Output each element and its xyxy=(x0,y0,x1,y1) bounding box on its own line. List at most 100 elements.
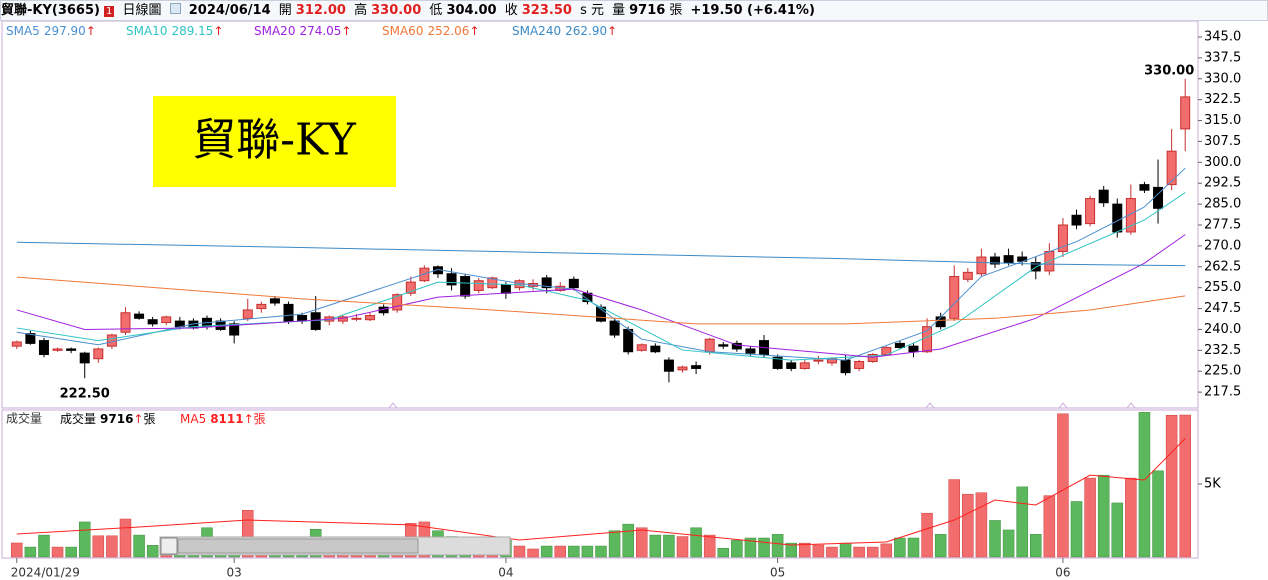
volume-bar xyxy=(975,492,988,558)
y-tick-label: 232.5 xyxy=(1204,343,1241,358)
volume-bar xyxy=(65,546,77,558)
y-tick-label: 345.0 xyxy=(1204,29,1241,44)
header: 貿聯-KY(3665) 1 日線圖 2024/06/14 開 312.00 高 330… xyxy=(0,0,1268,21)
scroll-icon[interactable] xyxy=(160,537,178,555)
date: 2024/06/14 xyxy=(188,3,271,18)
volume-bar xyxy=(554,545,566,558)
low-label: 低 xyxy=(429,3,443,18)
volume-bar xyxy=(894,537,906,558)
legend-name: SMA10 xyxy=(126,24,167,38)
legend-trend: ↑ xyxy=(86,24,96,38)
ma-line xyxy=(16,167,1186,361)
volume-bar xyxy=(962,493,974,558)
legend-trend: ↑ xyxy=(341,24,351,38)
candle-body xyxy=(813,359,824,362)
volume-bar xyxy=(785,542,797,558)
volume-bar xyxy=(1152,470,1164,558)
volume-bar xyxy=(989,520,1001,558)
y-tick-label: 315.0 xyxy=(1204,113,1241,128)
x-tick-label: 05 xyxy=(770,566,785,580)
volume-bar xyxy=(119,518,132,558)
legend-name: 成交量 xyxy=(60,411,96,426)
candle-body xyxy=(405,281,416,294)
stock-name: 貿聯-KY(3665) xyxy=(1,3,100,18)
candle-body xyxy=(1071,214,1082,226)
chart-title: 貿聯-KY xyxy=(192,115,357,166)
checkbox[interactable] xyxy=(169,3,181,14)
volume-bar xyxy=(527,548,539,558)
legend-value: 274.05 xyxy=(299,24,341,38)
legend-entry: SMA5 297.90↑ xyxy=(6,24,96,38)
unit: s 元 xyxy=(580,3,604,18)
volume-bar xyxy=(663,534,675,558)
ma-line xyxy=(16,276,1186,325)
candle-body xyxy=(147,319,158,325)
badge: 1 xyxy=(103,6,115,17)
volume-bar xyxy=(540,545,553,558)
legend-value: 9716 xyxy=(100,412,133,426)
y-tick-label: 247.5 xyxy=(1204,301,1241,316)
legend-name: MA5 xyxy=(180,412,206,426)
legend-value: 289.15 xyxy=(171,24,213,38)
volume-bar xyxy=(92,535,105,558)
volume-bar xyxy=(24,546,37,558)
legend-name: SMA240 xyxy=(512,24,561,38)
legend-entry: SMA20 274.05↑ xyxy=(254,24,352,38)
candle-body xyxy=(269,298,280,304)
high-label: 高 xyxy=(354,3,368,18)
candle-body xyxy=(500,284,511,294)
y-tick-label: 307.5 xyxy=(1204,134,1241,149)
candle-body xyxy=(1003,255,1014,264)
y-tick-label: 240.0 xyxy=(1204,322,1241,337)
x-tick-label: 2024/01/29 xyxy=(11,566,80,580)
volume-title: 成交量 xyxy=(6,411,42,426)
volume-bar xyxy=(934,534,947,558)
candle-body xyxy=(609,320,620,336)
candle-body xyxy=(636,344,647,351)
close: 323.50 xyxy=(521,3,572,18)
candle-body xyxy=(1125,198,1136,233)
marker xyxy=(925,402,935,409)
candle-body xyxy=(718,344,729,347)
open-label: 開 xyxy=(278,3,292,18)
annotation: 222.50 xyxy=(60,387,110,402)
legend-entry: SMA240 262.90↑ xyxy=(512,24,617,38)
candle-body xyxy=(229,323,240,336)
volume-bar xyxy=(513,545,526,558)
candle-body xyxy=(1139,184,1150,191)
candle-body xyxy=(134,313,145,319)
volume-bar xyxy=(106,535,118,558)
candle-body xyxy=(990,256,1000,265)
volume-bar xyxy=(1111,502,1124,558)
candle-body xyxy=(392,294,403,311)
annotation: 330.00 xyxy=(1144,63,1194,78)
volume-bar xyxy=(568,545,580,558)
volume-bar xyxy=(771,534,784,558)
scroll-thumb[interactable] xyxy=(177,538,419,554)
scrollbar[interactable] xyxy=(159,536,511,556)
candle-body xyxy=(1085,198,1096,225)
y-tick-label: 322.5 xyxy=(1204,92,1241,107)
candle-body xyxy=(446,273,457,286)
legend-value: 8111 xyxy=(210,412,243,426)
candle-body xyxy=(38,340,49,356)
candle-body xyxy=(867,354,878,362)
volume-bar xyxy=(826,546,838,558)
candle-body xyxy=(25,333,36,344)
candle-body xyxy=(487,277,498,289)
volume-bar xyxy=(1057,413,1069,558)
volume-bar xyxy=(608,530,621,558)
legend-trend: ↑ xyxy=(244,412,254,426)
legend-name: SMA60 xyxy=(382,24,423,38)
candle-body xyxy=(161,316,172,323)
volume-label: 量 xyxy=(612,3,626,18)
legend-value: 252.06 xyxy=(427,24,469,38)
legend-value: 262.90 xyxy=(565,24,607,38)
legend-unit: 張 xyxy=(143,412,155,426)
volume-bar xyxy=(812,544,825,558)
candle-body xyxy=(365,315,376,321)
candle-body xyxy=(704,338,715,353)
candle-body xyxy=(79,352,90,364)
volume-bar xyxy=(242,509,254,558)
